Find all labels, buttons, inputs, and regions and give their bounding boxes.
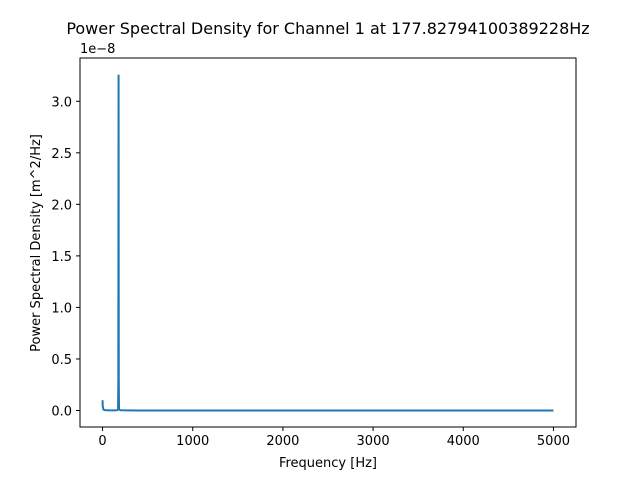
x-axis-label: Frequency [Hz] xyxy=(279,456,377,471)
series-lines xyxy=(101,74,554,412)
y-tick-label: 1.5 xyxy=(51,250,72,265)
y-tick-label: 3.0 xyxy=(51,95,72,110)
chart-title: Power Spectral Density for Channel 1 at … xyxy=(66,19,589,38)
y-tick-label: 1.0 xyxy=(51,301,72,316)
y-offset-label: 1e−8 xyxy=(80,42,115,57)
plot-frame xyxy=(79,57,577,428)
series-line xyxy=(101,74,554,412)
y-tick-label: 2.0 xyxy=(51,198,72,213)
x-tick-label: 3000 xyxy=(357,434,390,449)
x-tick-label: 4000 xyxy=(447,434,480,449)
y-tick-label: 0.0 xyxy=(51,405,72,420)
x-tick-label: 1000 xyxy=(176,434,209,449)
x-tick-label: 0 xyxy=(98,434,106,449)
y-tick-label: 2.5 xyxy=(51,147,72,162)
x-tick-label: 2000 xyxy=(266,434,299,449)
y-axis-label: Power Spectral Density [m^2/Hz] xyxy=(29,134,44,352)
y-tick-label: 0.5 xyxy=(51,353,72,368)
x-tick-label: 5000 xyxy=(537,434,570,449)
axis-ticks: 0 1000 2000 3000 4000 5000 0.0 0.5 1.0 1.5 2.0 2.5 3… xyxy=(51,95,570,449)
